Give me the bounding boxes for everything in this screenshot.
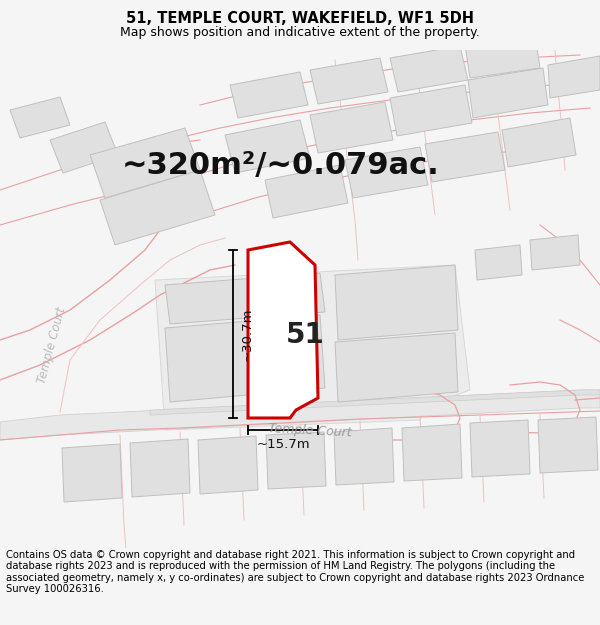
Polygon shape <box>90 128 200 198</box>
Polygon shape <box>335 333 458 402</box>
Polygon shape <box>335 265 458 340</box>
Polygon shape <box>225 120 310 173</box>
Polygon shape <box>548 56 600 98</box>
Text: ~30.7m: ~30.7m <box>241 308 254 361</box>
Polygon shape <box>390 46 468 92</box>
Polygon shape <box>465 35 540 78</box>
Polygon shape <box>50 122 118 173</box>
Text: 51, TEMPLE COURT, WAKEFIELD, WF1 5DH: 51, TEMPLE COURT, WAKEFIELD, WF1 5DH <box>126 11 474 26</box>
Polygon shape <box>62 444 122 502</box>
Polygon shape <box>0 390 600 440</box>
Polygon shape <box>310 58 388 104</box>
Text: ~320m²/~0.079ac.: ~320m²/~0.079ac. <box>122 151 440 179</box>
Polygon shape <box>538 417 598 473</box>
Text: Temple Court: Temple Court <box>35 306 68 384</box>
Text: Contains OS data © Crown copyright and database right 2021. This information is : Contains OS data © Crown copyright and d… <box>6 549 584 594</box>
Polygon shape <box>150 390 600 415</box>
Polygon shape <box>425 132 505 182</box>
Polygon shape <box>230 72 308 118</box>
Polygon shape <box>468 68 548 118</box>
Polygon shape <box>502 118 576 167</box>
Polygon shape <box>310 102 393 153</box>
Polygon shape <box>470 420 530 477</box>
Polygon shape <box>402 424 462 481</box>
Polygon shape <box>165 315 325 402</box>
Polygon shape <box>345 147 428 198</box>
Text: ~15.7m: ~15.7m <box>256 438 310 451</box>
Polygon shape <box>130 439 190 497</box>
Polygon shape <box>266 432 326 489</box>
Polygon shape <box>265 165 348 218</box>
Polygon shape <box>334 428 394 485</box>
Polygon shape <box>390 85 472 136</box>
Polygon shape <box>100 170 215 245</box>
Polygon shape <box>530 235 580 270</box>
Text: 51: 51 <box>286 321 325 349</box>
Text: Map shows position and indicative extent of the property.: Map shows position and indicative extent… <box>120 26 480 39</box>
Polygon shape <box>155 265 470 430</box>
Polygon shape <box>165 273 325 324</box>
Text: Temple Court: Temple Court <box>268 422 352 439</box>
Polygon shape <box>475 245 522 280</box>
Polygon shape <box>10 97 70 138</box>
Polygon shape <box>198 436 258 494</box>
Polygon shape <box>248 242 318 418</box>
